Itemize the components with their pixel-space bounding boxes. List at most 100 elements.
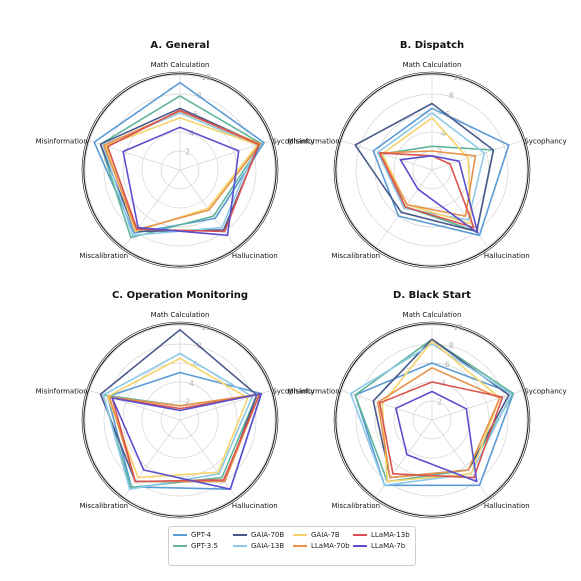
grid-spoke [123, 419, 181, 498]
series-llama-7b [395, 390, 478, 483]
legend-swatch [293, 534, 307, 536]
legend-item: GPT-3.5 [173, 542, 231, 550]
grid-spoke [341, 390, 433, 421]
legend-item: GAIA-70B [233, 531, 291, 539]
legend-swatch [233, 534, 247, 536]
legend-swatch [353, 545, 367, 547]
radial-tick-label: 10 [201, 73, 211, 82]
legend-label: LLaMA-13b [371, 531, 410, 539]
legend-swatch [353, 534, 367, 536]
grid-spoke [341, 140, 433, 171]
radial-tick-label: 4 [441, 379, 446, 388]
legend-item: LLaMA-70b [293, 542, 351, 550]
radial-tick-label: 2 [185, 147, 190, 156]
radial-tick-label: 4 [189, 129, 194, 138]
legend-label: GAIA-70B [251, 531, 285, 539]
axis-label: Miscalibration [331, 502, 380, 510]
series-gaia-13b [376, 112, 486, 221]
axis-label: Math Calculation [403, 311, 462, 319]
series-llama-7b [399, 155, 479, 234]
axis-label: Misinformation [288, 388, 340, 396]
grid-spoke [375, 419, 433, 498]
series-llama-13b [378, 381, 504, 479]
series-gpt-4 [372, 107, 510, 237]
axis-label: Math Calculation [151, 311, 210, 319]
legend-swatch [173, 545, 187, 547]
radial-tick-label: 6 [445, 360, 450, 369]
legend-label: GAIA-7B [311, 531, 340, 539]
radial-tick-label: 10 [453, 73, 463, 82]
polar-frame-outer [81, 321, 279, 519]
grid-spoke [431, 419, 489, 498]
panel-title: D. Black Start [393, 290, 471, 301]
polar-frame-outer [333, 321, 531, 519]
axis-label: Hallucination [232, 502, 278, 510]
series-gaia-13b [349, 343, 513, 487]
legend-swatch [233, 545, 247, 547]
series-llama-70b [103, 110, 262, 231]
grid-spoke [431, 169, 489, 248]
radial-tick-label: 2 [437, 397, 442, 406]
radial-tick-label: 4 [189, 379, 194, 388]
polar-frame [335, 73, 529, 267]
legend-item: GAIA-13B [233, 542, 291, 550]
axis-label: Hallucination [484, 502, 530, 510]
legend-item: LLaMA-13b [353, 531, 411, 539]
axis-label: Misinformation [288, 138, 340, 146]
chart-legend: GPT-4 GAIA-70B GAIA-7B LLaMA-13b GPT-3.5 GAIA… [168, 526, 416, 566]
series-llama-70b [376, 366, 501, 479]
polar-frame-outer [333, 71, 531, 269]
axis-label: Sycophancy [524, 388, 566, 396]
radial-tick-label: 10 [201, 323, 211, 332]
axis-label: Miscalibration [331, 252, 380, 260]
axis-label: Sycophancy [272, 138, 314, 146]
legend-item: GAIA-7B [293, 531, 351, 539]
axis-label: Hallucination [232, 252, 278, 260]
series-llama-13b [106, 109, 260, 233]
radar-panel-4: D. Black Start 2 4 6 8 10 Math Calculation Syco… [288, 290, 567, 519]
legend-label: GPT-3.5 [191, 542, 218, 550]
series-gaia-7b [106, 357, 249, 479]
polar-frame-outer [81, 71, 279, 269]
series-llama-7b [122, 126, 240, 237]
radial-tick-label: 4 [441, 129, 446, 138]
panel-title: B. Dispatch [400, 40, 464, 51]
series-llama-13b [378, 152, 475, 229]
axis-label: Misinformation [36, 138, 88, 146]
series-gpt-3-5 [99, 95, 263, 239]
series-gaia-7b [381, 117, 472, 225]
panel-title: C. Operation Monitoring [112, 290, 248, 301]
panel-title: A. General [150, 40, 209, 51]
polar-frame [335, 323, 529, 517]
axis-label: Math Calculation [151, 61, 210, 69]
radial-tick-label: 8 [449, 342, 454, 351]
radial-tick-label: 8 [449, 92, 454, 101]
legend-item: GPT-4 [173, 531, 231, 539]
series-llama-7b [111, 392, 263, 491]
radial-tick-label: 2 [185, 397, 190, 406]
series-gpt-4 [106, 371, 263, 491]
axis-label: Math Calculation [403, 61, 462, 69]
legend-item: LLaMA-7b [353, 542, 411, 550]
series-gaia-70b [354, 102, 495, 233]
polar-frame [83, 323, 277, 517]
axis-label: Hallucination [484, 252, 530, 260]
polar-frame [83, 73, 277, 267]
radial-tick-label: 10 [453, 323, 463, 332]
legend-swatch [173, 534, 187, 536]
legend-label: LLaMA-70b [311, 542, 350, 550]
grid-spoke [179, 419, 237, 498]
legend-label: GPT-4 [191, 531, 212, 539]
grid-spoke [431, 390, 523, 421]
axis-label: Miscalibration [79, 252, 128, 260]
axis-label: Sycophancy [272, 388, 314, 396]
radial-tick-label: 6 [193, 360, 198, 369]
axis-label: Miscalibration [79, 502, 128, 510]
legend-label: GAIA-13B [251, 542, 285, 550]
legend-label: LLaMA-7b [371, 542, 406, 550]
axis-label: Misinformation [36, 388, 88, 396]
